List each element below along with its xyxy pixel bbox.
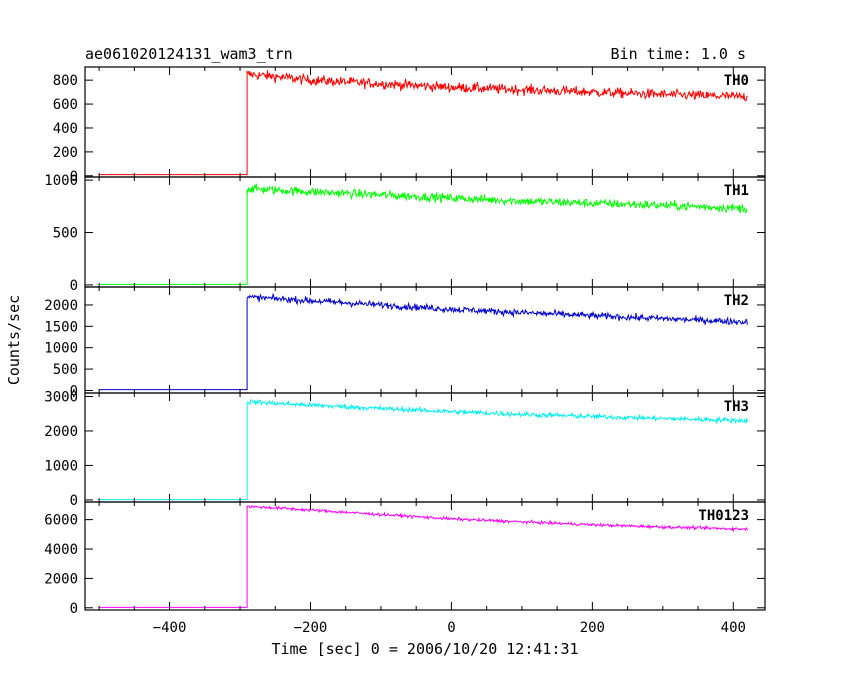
- y-tick-label: 400: [53, 121, 78, 137]
- x-tick-label: 400: [721, 620, 746, 636]
- y-tick-label: 6000: [44, 513, 78, 529]
- y-tick-label: 0: [70, 601, 78, 617]
- panel-label: TH0: [724, 73, 749, 89]
- y-tick-label: 1500: [44, 319, 78, 335]
- y-tick-label: 1000: [44, 341, 78, 357]
- y-tick-label: 500: [53, 226, 78, 242]
- y-tick-label: 2000: [44, 571, 78, 587]
- y-tick-label: 0: [70, 278, 78, 294]
- panel-th1: 0 500 1000 TH1: [44, 173, 766, 294]
- panel-th0123: 0 2000 4000 6000 TH0123: [44, 501, 766, 617]
- y-tick-label: 2000: [44, 424, 78, 440]
- x-axis-label: Time [sec] 0 = 2006/10/20 12:41:31: [271, 640, 578, 658]
- y-tick-label: 2000: [44, 298, 78, 314]
- y-tick-label: 0: [70, 169, 78, 185]
- panel-frame: [84, 501, 766, 611]
- series-line-th1: [99, 183, 748, 285]
- series-line-th2: [99, 293, 748, 391]
- y-tick-label: 800: [53, 73, 78, 89]
- panel-label: TH1: [724, 183, 749, 199]
- panel-label: TH3: [724, 399, 749, 415]
- y-tick-label: 4000: [44, 542, 78, 558]
- x-tick-label: 200: [580, 620, 605, 636]
- x-tick-label: −400: [153, 620, 187, 636]
- chart-title: ae061020124131_wam3_trn: [85, 45, 293, 63]
- panel-label: TH2: [724, 293, 749, 309]
- y-tick-label: 0: [70, 493, 78, 509]
- bin-time-label: Bin time: 1.0 s: [611, 45, 746, 63]
- y-tick-label: 0: [70, 383, 78, 399]
- y-tick-label: 500: [53, 362, 78, 378]
- series-line-th3: [99, 398, 748, 501]
- panel-frame: [84, 286, 766, 394]
- x-tick-label: −200: [294, 620, 328, 636]
- x-tick-label: 0: [447, 620, 455, 636]
- panel-label: TH0123: [698, 508, 749, 524]
- panels-group: 0 200 400 600 800 TH0 0 500 1000 TH1 0 500 1000 1500 2…: [44, 66, 766, 636]
- y-tick-label: 200: [53, 145, 78, 161]
- panel-th3: 0 1000 2000 3000 TH3: [44, 389, 766, 509]
- series-line-th0: [99, 70, 748, 176]
- panel-th2: 0 500 1000 1500 2000 TH2: [44, 286, 766, 399]
- y-tick-label: 1000: [44, 458, 78, 474]
- panel-th0: 0 200 400 600 800 TH0: [53, 66, 766, 185]
- series-line-th0123: [99, 504, 748, 608]
- y-axis-label: Counts/sec: [5, 295, 23, 385]
- y-tick-label: 600: [53, 97, 78, 113]
- y-tick-label: 1000: [44, 173, 78, 189]
- y-tick-label: 3000: [44, 389, 78, 405]
